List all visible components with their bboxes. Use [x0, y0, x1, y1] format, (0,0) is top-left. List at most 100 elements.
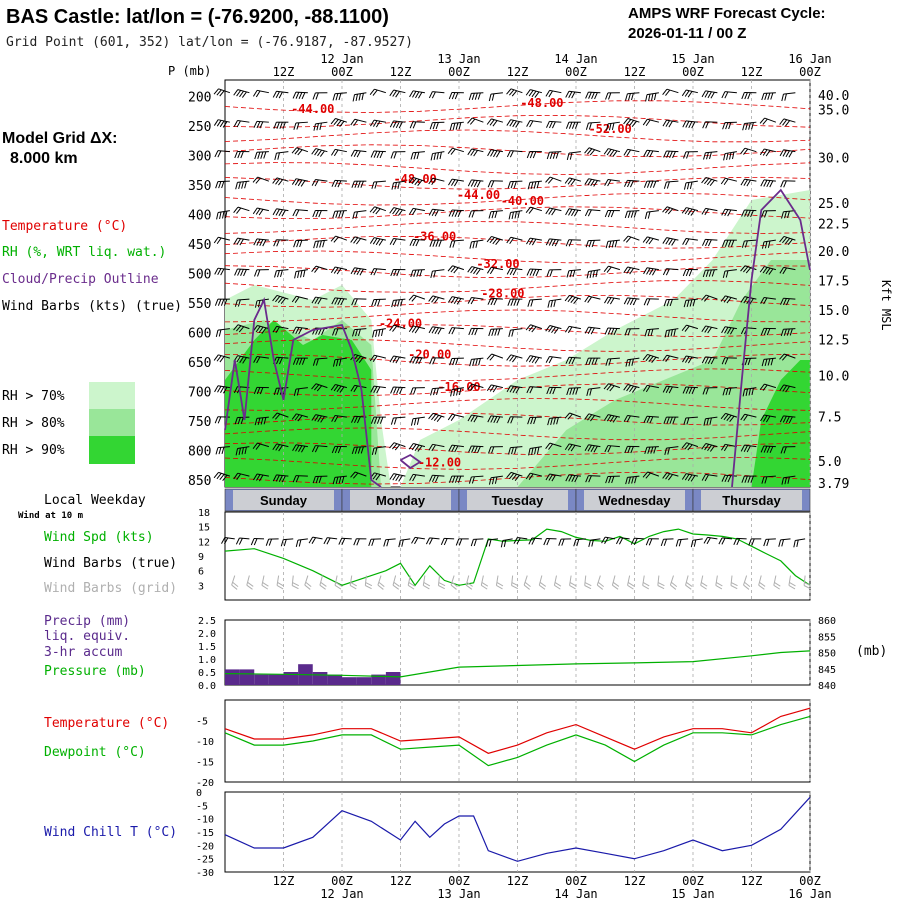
barb-shaft [218, 471, 231, 477]
barb-flag [506, 385, 511, 393]
wind-barb [214, 416, 230, 424]
barb-flag [707, 357, 712, 364]
surface-wind-barb [588, 538, 601, 548]
top-date-label: 12 Jan [320, 52, 363, 66]
barb-flag [232, 581, 239, 587]
barb-flag [291, 413, 297, 420]
barb-flag [707, 91, 712, 99]
barb-flag [408, 208, 414, 215]
barb-flag [215, 447, 219, 455]
barb-shaft [627, 575, 631, 586]
barb-flag [531, 447, 534, 455]
barb-flag [726, 414, 732, 422]
pressure-tick-label: 550 [188, 297, 211, 312]
barb-flag [350, 149, 355, 157]
barb-flag [509, 150, 514, 158]
barb-shaft [588, 121, 601, 124]
barb-shaft [413, 294, 426, 300]
barb-flag [220, 386, 225, 394]
bottom-hour-label: 12Z [273, 874, 295, 888]
wind-barb [372, 328, 386, 338]
barb-flag [311, 537, 317, 544]
barb-flag [450, 414, 456, 421]
barb-flag [547, 418, 550, 426]
barb-flag [375, 238, 381, 246]
barb-flag [703, 418, 706, 426]
wind-barb [350, 471, 367, 479]
p-axis-label: P (mb) [168, 64, 211, 78]
barb-shaft [510, 150, 523, 153]
grid-wind-barb [349, 575, 357, 590]
barb-flag [390, 417, 394, 425]
barb-flag [672, 151, 676, 159]
barb-flag [473, 415, 478, 423]
barb-flag [645, 385, 651, 393]
wind-barb [662, 237, 679, 246]
wind-barb [488, 475, 503, 485]
barb-flag [606, 149, 612, 156]
wind-barb [429, 121, 445, 130]
barb-flag [701, 325, 707, 333]
precip-tick-label: 2.0 [198, 629, 216, 640]
barb-flag [386, 539, 390, 547]
barb-shaft [393, 416, 406, 419]
barb-flag [766, 328, 771, 336]
barb-shaft [374, 354, 386, 359]
barb-flag [530, 181, 534, 190]
barb-flag [511, 447, 514, 455]
grid-wind-barb [231, 575, 239, 590]
barb-flag [704, 91, 709, 98]
pressure-tick-label: 350 [188, 179, 211, 194]
barb-flag [533, 181, 537, 189]
wind-barb [584, 295, 601, 304]
barb-flag [430, 153, 434, 161]
temp-tick-label: -15 [196, 758, 214, 769]
wind-barb [566, 387, 581, 396]
barb-flag [608, 92, 612, 100]
wind-barb [701, 356, 718, 365]
barb-flag [612, 150, 618, 157]
wind-barb [213, 119, 230, 128]
barb-flag [585, 122, 589, 130]
wind-barb [332, 357, 347, 367]
barb-shaft [295, 91, 308, 94]
barb-flag [511, 582, 519, 587]
barb-flag [548, 356, 553, 364]
barb-shaft [412, 416, 425, 420]
barb-flag [314, 445, 319, 453]
barb-flag [392, 90, 398, 97]
kft-axis-label: Kft MSL [879, 280, 893, 331]
barb-flag [704, 356, 709, 364]
barb-flag [726, 297, 732, 304]
barb-shaft [413, 443, 426, 448]
barb-flag [375, 329, 378, 338]
barb-flag [297, 149, 303, 156]
wind-barb [350, 267, 367, 276]
wind-barb [624, 328, 640, 336]
barb-flag [528, 537, 533, 545]
barb-flag [467, 383, 473, 390]
barb-flag [234, 268, 238, 276]
barb-flag [703, 537, 708, 544]
barb-flag [526, 151, 531, 159]
pressure-tick-label: 400 [188, 209, 211, 224]
barb-shaft [725, 177, 737, 182]
barb-shaft [549, 120, 562, 123]
barb-flag [690, 540, 694, 548]
barb-flag [770, 358, 774, 366]
isotherm-line [224, 192, 811, 206]
barb-flag [425, 537, 431, 545]
wind-barb [508, 210, 523, 220]
wind-barb [779, 235, 796, 246]
barb-flag [705, 121, 709, 129]
barb-flag [781, 477, 784, 485]
barb-flag [358, 356, 364, 363]
barb-flag [612, 416, 618, 423]
barb-flag [643, 416, 648, 423]
barb-shaft [510, 236, 523, 241]
grid-wind-barb [803, 575, 811, 590]
barb-flag [623, 384, 629, 391]
barb-flag [786, 298, 790, 306]
wind-barb [741, 209, 757, 218]
wind-barb [254, 269, 269, 277]
